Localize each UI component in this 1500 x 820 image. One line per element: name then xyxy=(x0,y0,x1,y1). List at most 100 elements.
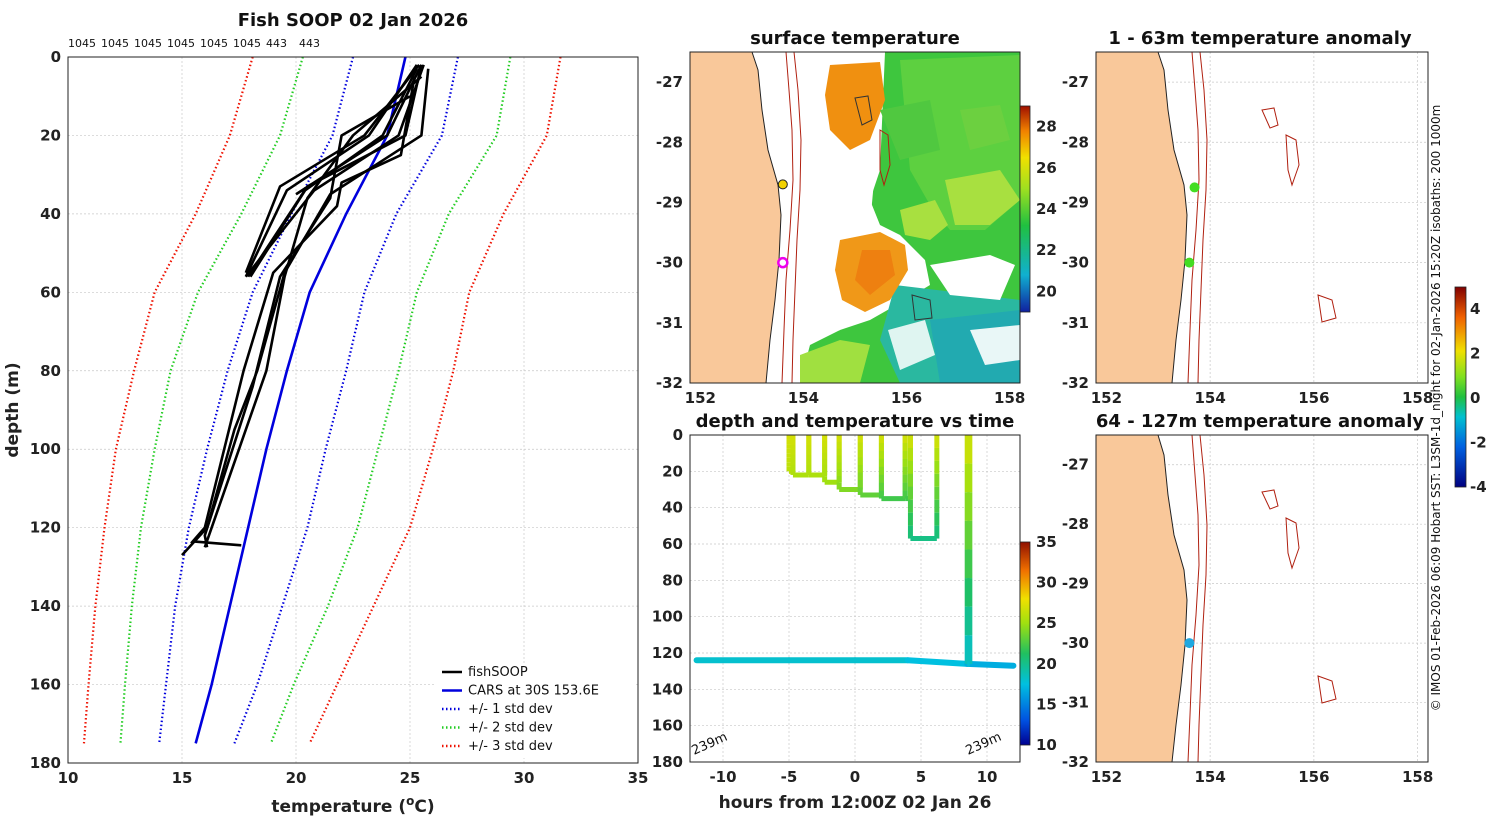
temperature-colorbar xyxy=(1019,541,1031,746)
depth-time-panel: depth and temperature vs time -10 -5 0 5 100… xyxy=(652,411,1057,813)
count-label: 1045 xyxy=(101,37,129,50)
std-band-right-1 xyxy=(233,57,459,744)
colorbar-tick-label: 4 xyxy=(1470,300,1480,318)
lat-tick-label: -32 xyxy=(656,374,683,392)
sst-panel: surface temperature xyxy=(656,28,1057,407)
anomaly-colorbar xyxy=(1454,286,1467,488)
colorbar-tick-label: 25 xyxy=(1036,614,1057,632)
anomaly-deep-panel: 64 - 127m temperature anomaly 152 154 156 1… xyxy=(1062,286,1487,786)
lon-tick-label: 152 xyxy=(1091,768,1122,786)
depth-label-left: 239m xyxy=(690,730,730,759)
fishsoop-cast-line xyxy=(193,540,242,547)
anomaly-point xyxy=(1189,182,1200,193)
depth-tick-label: 140 xyxy=(652,680,683,698)
lat-tick-label: -32 xyxy=(1062,374,1089,392)
count-labels: 1045 1045 1045 1045 1045 1045 443 443 xyxy=(68,37,320,50)
lon-tick-label: 156 xyxy=(891,389,922,407)
marker-cast-north[interactable] xyxy=(777,179,788,190)
lat-tick-label: -27 xyxy=(1062,456,1089,474)
depth-tick-label: 40 xyxy=(662,499,683,517)
lon-tick-label: 158 xyxy=(1402,768,1433,786)
time-tick-label: 5 xyxy=(916,768,926,786)
count-label: 1045 xyxy=(233,37,261,50)
y-tick-label: 180 xyxy=(30,754,61,772)
y-tick-label: 140 xyxy=(30,597,61,615)
seamount-contour xyxy=(1261,489,1279,510)
profile-xlabel: temperature (oC) xyxy=(271,794,434,817)
count-label: 443 xyxy=(266,37,287,50)
cars-mean-line xyxy=(194,57,407,744)
credit-text: © IMOS 01-Feb-2026 06:09 Hobart SST: L3S… xyxy=(1429,105,1443,712)
sst-colorbar xyxy=(1019,105,1031,313)
y-tick-label: 60 xyxy=(40,283,61,301)
depth-time-xlabel: hours from 12:00Z 02 Jan 26 xyxy=(719,793,992,813)
lat-tick-label: -29 xyxy=(1062,575,1089,593)
depth-tick-label: 180 xyxy=(652,753,683,771)
time-tick-label: -5 xyxy=(781,768,798,786)
fishsoop-cast-line xyxy=(203,75,423,548)
isobath-1000m xyxy=(791,52,802,383)
lat-tick-label: -28 xyxy=(1062,133,1089,151)
depth-tick-label: 60 xyxy=(662,535,683,553)
legend-label: fishSOOP xyxy=(468,665,528,680)
lat-tick-label: -28 xyxy=(1062,515,1089,533)
legend-label: CARS at 30S 153.6E xyxy=(468,684,599,699)
isobath-200m xyxy=(1187,52,1200,383)
marker-cast-south[interactable] xyxy=(777,256,789,269)
x-tick-label: 35 xyxy=(628,769,649,787)
count-label: 1045 xyxy=(134,37,162,50)
colorbar-tick-label: 26 xyxy=(1036,159,1057,177)
legend-label: +/- 3 std dev xyxy=(468,739,553,754)
colorbar-tick-label: 20 xyxy=(1036,655,1057,673)
count-label: 443 xyxy=(299,37,320,50)
profile-panel: Fish SOOP 02 Jan 2026 1045 1045 1045 1045 10… xyxy=(3,10,648,817)
anomaly-deep-title: 64 - 127m temperature anomaly xyxy=(1096,411,1425,432)
lon-tick-label: 152 xyxy=(1091,389,1122,407)
anomaly-deep-axes-box xyxy=(1095,434,1429,763)
profile-axes-box xyxy=(67,56,639,764)
y-tick-label: 40 xyxy=(40,205,61,223)
y-tick-label: 100 xyxy=(30,440,61,458)
seamount-contour xyxy=(854,95,873,126)
anomaly-shallow-panel: 1 - 63m temperature anomaly 152 154 156 158… xyxy=(1062,28,1433,407)
lon-tick-label: 156 xyxy=(1298,389,1329,407)
fishsoop-cast-line xyxy=(181,68,430,556)
depth-tick-label: 20 xyxy=(662,462,683,480)
time-tick-label: -10 xyxy=(709,768,736,786)
colorbar-tick-label: 15 xyxy=(1036,695,1057,713)
lon-tick-label: 158 xyxy=(1402,389,1433,407)
seamount-contour xyxy=(1261,107,1279,129)
colorbar-tick-label: 28 xyxy=(1036,118,1057,136)
lat-tick-label: -27 xyxy=(1062,73,1089,91)
lat-tick-label: -31 xyxy=(656,314,683,332)
isobath-200m xyxy=(781,52,794,383)
count-label: 1045 xyxy=(200,37,228,50)
trace-segment xyxy=(904,657,971,667)
lon-tick-label: 156 xyxy=(1298,768,1329,786)
y-tick-label: 160 xyxy=(30,676,61,694)
depth-tick-label: 120 xyxy=(652,644,683,662)
count-label: 1045 xyxy=(68,37,96,50)
x-tick-label: 30 xyxy=(514,769,535,787)
lon-tick-label: 154 xyxy=(1194,768,1225,786)
anomaly-point xyxy=(1184,638,1195,649)
lon-tick-label: 158 xyxy=(994,389,1025,407)
depth-tick-label: 100 xyxy=(652,608,683,626)
trace-segment xyxy=(964,660,1017,669)
legend-label: +/- 2 std dev xyxy=(468,721,553,736)
lat-tick-label: -30 xyxy=(1062,254,1089,272)
anomaly-shallow-title: 1 - 63m temperature anomaly xyxy=(1108,28,1411,49)
lat-tick-label: -32 xyxy=(1062,753,1089,771)
x-tick-label: 10 xyxy=(58,769,79,787)
land-mass xyxy=(690,52,782,383)
lat-tick-label: -30 xyxy=(1062,634,1089,652)
lat-tick-label: -31 xyxy=(1062,694,1089,712)
fishsoop-cast-line xyxy=(190,76,416,545)
colorbar-tick-label: -2 xyxy=(1470,434,1487,452)
colorbar-tick-label: -4 xyxy=(1470,478,1487,496)
y-tick-label: 120 xyxy=(30,519,61,537)
isobath-200m xyxy=(1187,435,1200,762)
colorbar-tick-label: 35 xyxy=(1036,533,1057,551)
lat-tick-label: -27 xyxy=(656,73,683,91)
